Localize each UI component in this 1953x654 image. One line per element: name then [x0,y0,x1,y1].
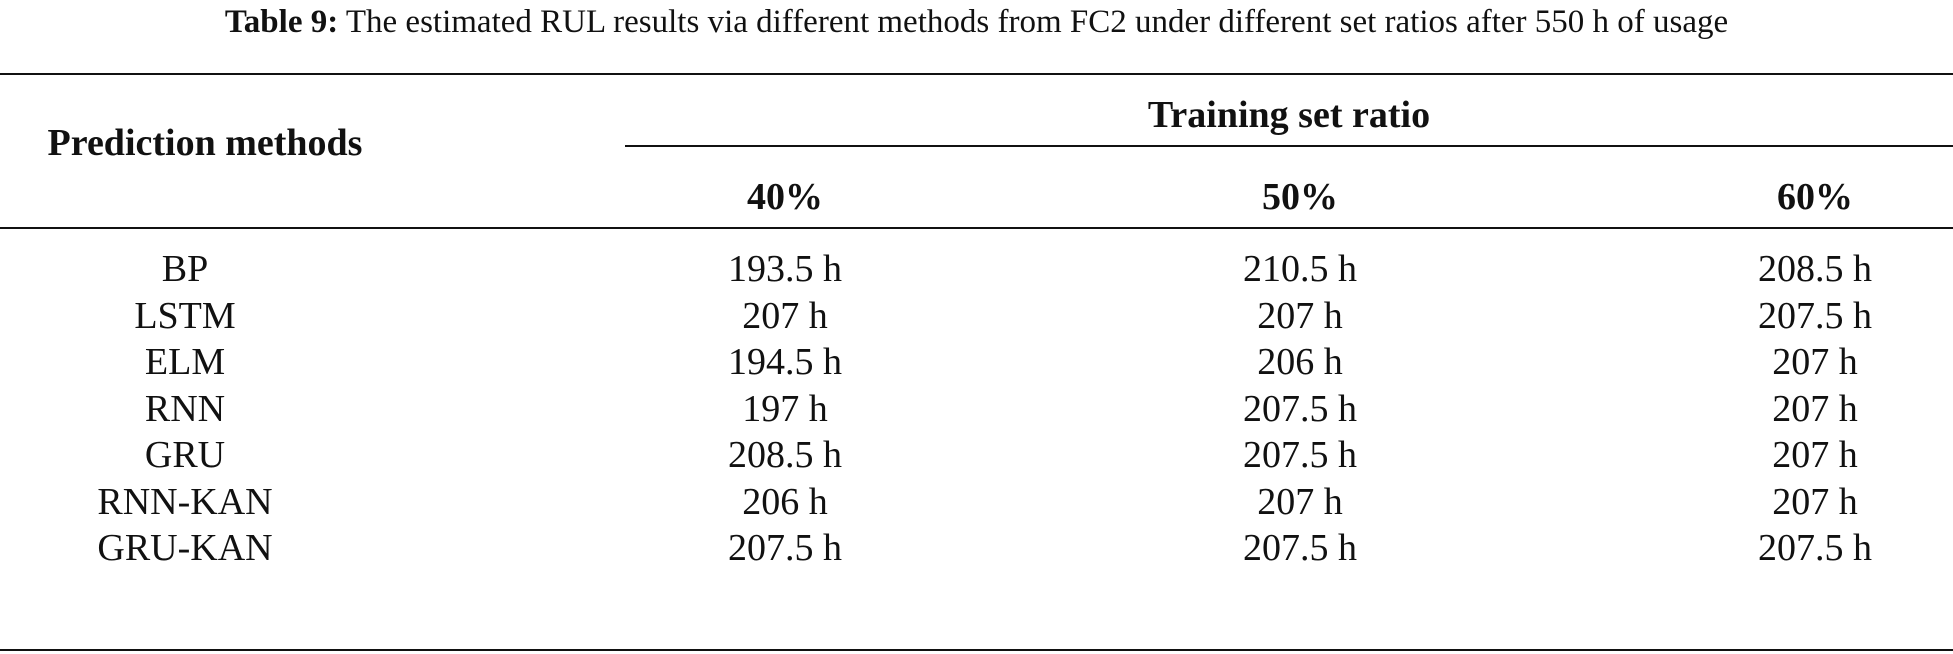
row-value: 207.5 h [1758,527,1872,569]
row-value: 207 h [1772,341,1858,383]
caption-label: Table 9: [224,4,339,40]
row-value: 207.5 h [1243,527,1357,569]
row-value: 210.5 h [1243,248,1357,290]
header-col-40: 40% [747,176,823,218]
header-rule [0,227,1953,229]
row-method: LSTM [134,295,236,337]
row-method: RNN-KAN [97,481,273,523]
bottom-rule [0,649,1953,651]
row-method: ELM [144,341,226,383]
row-method: GRU-KAN [97,527,273,569]
row-value: 207.5 h [1243,434,1357,476]
row-value: 206 h [1257,341,1343,383]
group-rule [625,145,1953,147]
row-value: 207 h [1772,388,1858,430]
header-training-set-ratio: Training set ratio [1147,94,1431,136]
row-value: 207 h [1772,481,1858,523]
row-value: 206 h [742,481,828,523]
header-col-60: 60% [1777,176,1853,218]
header-col-50: 50% [1262,176,1338,218]
row-value: 197 h [742,388,828,430]
row-value: 193.5 h [728,248,842,290]
row-method: GRU [144,434,226,476]
row-value: 207 h [1257,295,1343,337]
row-value: 207 h [1772,434,1858,476]
header-prediction-methods: Prediction methods [47,122,363,164]
row-value: 207.5 h [1758,295,1872,337]
row-method: BP [161,248,209,290]
row-value: 208.5 h [728,434,842,476]
caption-text: The estimated RUL results via different … [345,4,1729,40]
row-value: 207.5 h [1243,388,1357,430]
row-value: 194.5 h [728,341,842,383]
row-value: 208.5 h [1758,248,1872,290]
row-value: 207 h [742,295,828,337]
top-rule [0,73,1953,75]
row-value: 207.5 h [728,527,842,569]
row-value: 207 h [1257,481,1343,523]
row-method: RNN [144,388,226,430]
table-caption: Table 9: The estimated RUL results via d… [0,0,1953,56]
